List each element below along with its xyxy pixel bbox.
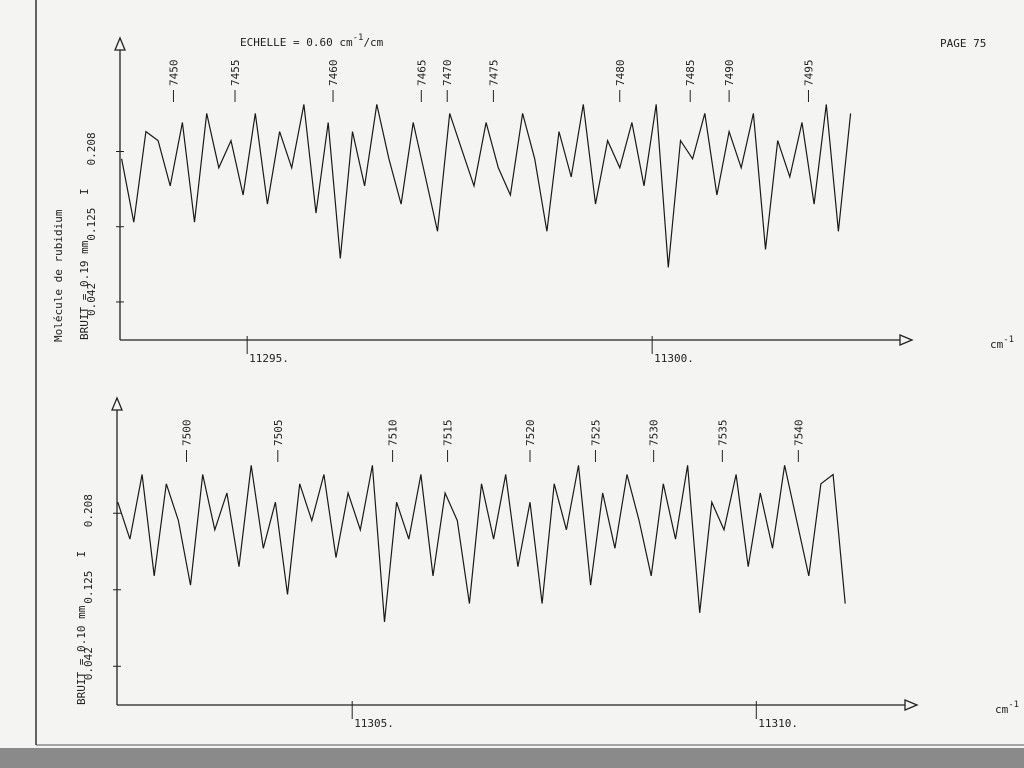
line-id: 7505 [272,420,285,447]
line-id: 7530 [648,420,661,447]
title-text: ECHELLE = 0.60 cm [240,36,353,49]
y-tick-label: 0.125 [82,571,95,604]
chart-title: ECHELLE = 0.60 cm-1/cm [240,33,384,49]
x-tick-label: 11300. [654,352,694,365]
noise-label: BRUIT = 0.10 mm [75,605,88,705]
line-id: 7500 [181,420,194,447]
x-arrow [904,699,919,711]
line-id: 7525 [589,420,602,447]
title-exp: -1 [353,33,364,43]
y-symbol: I [78,188,91,195]
y-arrow [111,396,123,411]
line-id: 7475 [487,60,500,87]
line-id: 7540 [792,420,805,447]
y-arrow [114,36,126,51]
line-id: 7460 [327,60,340,87]
side-label: Molécule de rubidium [52,209,65,342]
line-id: 7465 [415,60,428,87]
y-tick-label: 0.208 [85,132,98,165]
line-id: 7495 [802,60,815,87]
line-id: 7520 [524,420,537,447]
line-id: 7490 [723,60,736,87]
line-id: 7510 [387,420,400,447]
title-end: /cm [363,36,383,49]
unit-text: cm [995,703,1009,716]
line-id: 7455 [229,60,242,87]
x-tick-label: 11310. [758,717,798,730]
line-id: 7485 [684,60,697,87]
unit-exp: -1 [1003,335,1014,345]
noise-label: BRUIT = 0.19 mm [78,240,91,340]
paper [0,0,1024,748]
x-unit: cm-1 [995,700,1019,716]
y-tick-label: 0.042 [82,647,95,680]
line-id: 7515 [442,420,455,447]
page-number: PAGE 75 [940,37,986,50]
x-unit: cm-1 [990,335,1014,351]
unit-text: cm [990,338,1004,351]
line-id: 7470 [441,60,454,87]
unit-exp: -1 [1008,700,1019,710]
line-id: 7450 [167,60,180,87]
line-id: 7535 [716,420,729,447]
spectrum-line [121,104,852,268]
x-tick-label: 11305. [354,717,394,730]
x-arrow [899,334,914,346]
y-tick-label: 0.125 [85,208,98,241]
y-tick-label: 0.208 [82,494,95,527]
y-symbol: I [75,551,88,558]
y-tick-label: 0.042 [85,283,98,316]
x-tick-label: 11295. [249,352,289,365]
line-id: 7480 [614,60,627,87]
spectrum-line [117,465,846,623]
